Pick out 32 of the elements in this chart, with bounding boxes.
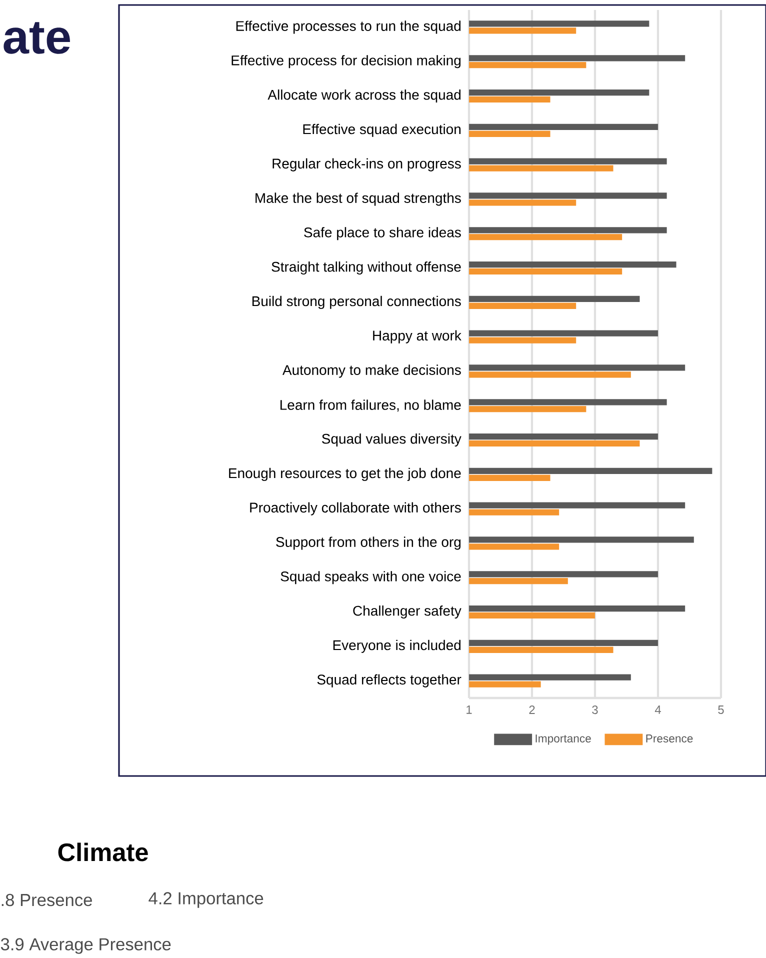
x-tick-label: 4 (654, 706, 661, 714)
y-tick-label: Allocate work across the squad (268, 89, 460, 103)
y-tick-label: Challenger safety (353, 605, 462, 619)
y-tick-label: Squad reflects together (317, 674, 462, 688)
y-tick-label: Squad speaks with one voice (280, 571, 461, 584)
y-tick-label: Autonomy to make decisions (282, 364, 461, 378)
text: 4.2 Importance (148, 892, 264, 908)
y-tick-label: Happy at work (373, 330, 462, 344)
y-tick-label: Squad values diversity (322, 433, 462, 447)
y-tick-label: Learn from failures, no blame (280, 400, 461, 412)
text: ate (4, 22, 70, 54)
y-tick-label: Straight talking without offense (272, 261, 461, 275)
y-tick-label: Make the best of squad strengths (256, 192, 461, 206)
y-tick-label: Safe place to share ideas (304, 227, 461, 240)
legend-label: Presence (646, 734, 693, 742)
y-tick-label: Everyone is included (333, 640, 460, 653)
y-tick-label: Proactively collaborate with others (250, 502, 461, 516)
text: .8 Presence (2, 894, 92, 906)
x-tick-label: 2 (529, 706, 535, 714)
x-tick-label: 1 (466, 706, 472, 714)
x-tick-label: 3 (592, 706, 598, 714)
y-tick-label: Enough resources to get the job done (229, 468, 461, 481)
legend-label: Importance (536, 734, 591, 745)
y-tick-label: Effective process for decision making (232, 55, 461, 68)
y-tick-label: Effective processes to run the squad (236, 20, 461, 34)
y-tick-label: Regular check-ins on progress (272, 158, 461, 172)
y-tick-label: Support from others in the org (276, 536, 461, 550)
x-tick-label: 5 (718, 706, 724, 714)
y-tick-label: Effective squad execution (303, 124, 461, 137)
y-tick-label: Build strong personal connections (252, 296, 461, 309)
text: 3.9 Average Presence (0, 938, 171, 954)
text: Climate (58, 842, 148, 862)
